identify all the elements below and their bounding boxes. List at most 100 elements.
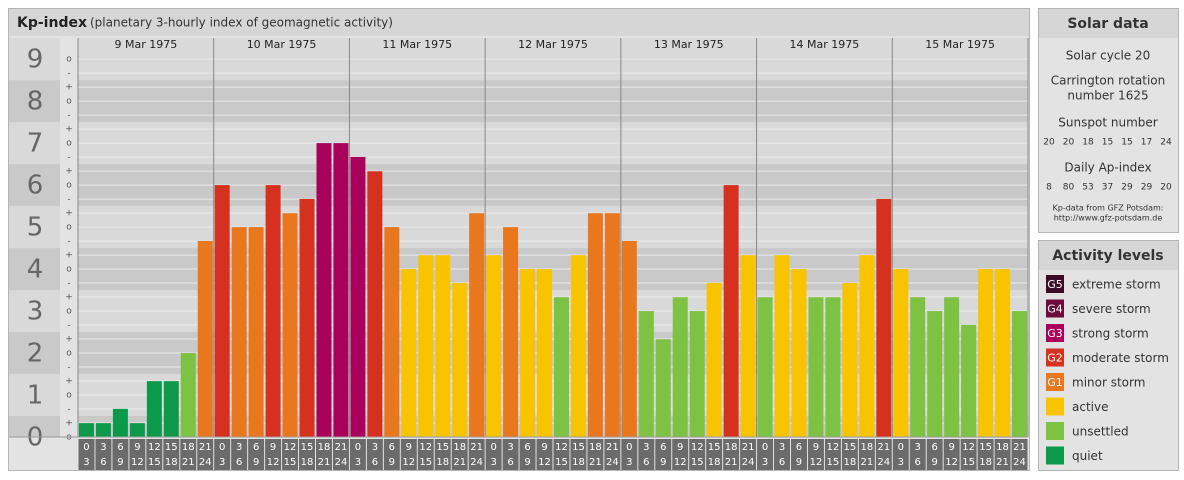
hour-end: 3 (490, 457, 496, 468)
hour-cell (553, 439, 570, 470)
hour-start: 9 (677, 442, 683, 453)
title-bar (9, 9, 1029, 36)
bar (384, 227, 400, 437)
hour-end: 12 (674, 457, 687, 468)
hour-cell (587, 439, 604, 470)
bar (248, 227, 264, 437)
hour-start: 18 (996, 442, 1009, 453)
date-label: 10 Mar 1975 (247, 38, 317, 51)
hour-start: 0 (490, 442, 496, 453)
hour-cell (858, 439, 875, 470)
hour-cell (774, 439, 790, 470)
legend-name: strong storm (1072, 327, 1149, 341)
y-tick-label: 5 (27, 213, 44, 243)
hour-start: 6 (389, 442, 395, 453)
hour-cell (248, 439, 265, 470)
hour-start: 9 (541, 442, 547, 453)
hour-start: 9 (406, 442, 412, 453)
hour-start: 18 (589, 442, 602, 453)
hour-start: 9 (134, 442, 140, 453)
bar (333, 143, 349, 437)
hour-end: 9 (389, 457, 395, 468)
hour-end: 6 (507, 457, 513, 468)
bar (112, 408, 128, 437)
hour-end: 12 (131, 457, 144, 468)
bar (740, 255, 756, 437)
hour-start: 21 (199, 442, 212, 453)
solar-header (1039, 9, 1178, 38)
hour-end: 3 (219, 457, 225, 468)
y-band (9, 248, 60, 291)
hour-cell (417, 439, 434, 470)
hour-start: 6 (932, 442, 938, 453)
y-tick-label: 3 (27, 297, 44, 327)
legend-name: moderate storm (1072, 351, 1169, 365)
hour-start: 15 (708, 442, 721, 453)
y-tick-label: 7 (27, 129, 44, 159)
hour-cell (383, 439, 400, 470)
hour-cell (723, 439, 740, 470)
ap-label: Daily Ap-index (1064, 161, 1151, 175)
y-subtick-label: + (65, 293, 73, 303)
ap-value: 53 (1082, 183, 1093, 193)
sunspot-value: 20 (1043, 138, 1055, 148)
hour-end: 24 (470, 457, 483, 468)
hour-end: 18 (979, 457, 992, 468)
hour-start: 21 (335, 442, 348, 453)
hour-cell (807, 439, 824, 470)
y-subtick-label: o (66, 181, 72, 191)
carrington: number 1625 (1067, 89, 1148, 103)
hour-cell (909, 439, 926, 470)
legend-name: extreme storm (1072, 278, 1161, 292)
hour-end: 3 (626, 457, 632, 468)
hour-start: 6 (117, 442, 123, 453)
y-band (9, 164, 60, 207)
hour-end: 18 (301, 457, 314, 468)
bar (791, 269, 807, 437)
hour-start: 3 (236, 442, 242, 453)
sunspot-value: 15 (1102, 138, 1113, 148)
hour-end: 21 (860, 457, 873, 468)
y-tick-label: 6 (27, 171, 44, 201)
hour-end: 24 (877, 457, 890, 468)
hour-start: 12 (827, 442, 840, 453)
legend-swatch (1046, 446, 1064, 465)
bar (1012, 311, 1027, 437)
hour-cell (180, 439, 197, 470)
hour-cell (926, 439, 943, 470)
date-label: 9 Mar 1975 (114, 38, 177, 51)
legend-name: severe storm (1072, 302, 1151, 316)
y-subtick-label: o (66, 139, 72, 149)
y-subtick-label: - (67, 363, 70, 373)
hour-end: 24 (742, 457, 755, 468)
hour-cell (197, 439, 214, 470)
hour-end: 6 (100, 457, 106, 468)
hour-start: 0 (83, 442, 89, 453)
hour-cell (95, 439, 112, 470)
hour-start: 18 (453, 442, 466, 453)
bar (893, 269, 909, 437)
carrington: Carrington rotation (1051, 74, 1165, 88)
y-subtick-label: - (67, 237, 70, 247)
hour-end: 21 (725, 457, 738, 468)
hour-start: 3 (915, 442, 921, 453)
hour-end: 9 (932, 457, 938, 468)
bar (621, 240, 637, 437)
y-band (9, 416, 60, 437)
y-tick-label: 9 (27, 45, 44, 75)
bar (180, 353, 196, 437)
hour-start: 12 (555, 442, 568, 453)
hour-cell (519, 439, 536, 470)
y-tick-label: 2 (27, 339, 44, 369)
hour-start: 18 (318, 442, 331, 453)
y-subtick-label: o (66, 55, 72, 65)
hour-cell (994, 439, 1011, 470)
hour-start: 15 (165, 442, 178, 453)
hour-cell (231, 439, 248, 470)
bar (978, 269, 994, 437)
hour-end: 18 (844, 457, 857, 468)
sunspot-label: Sunspot number (1058, 116, 1157, 130)
legend-swatch (1046, 397, 1064, 416)
ap-value: 37 (1102, 183, 1113, 193)
